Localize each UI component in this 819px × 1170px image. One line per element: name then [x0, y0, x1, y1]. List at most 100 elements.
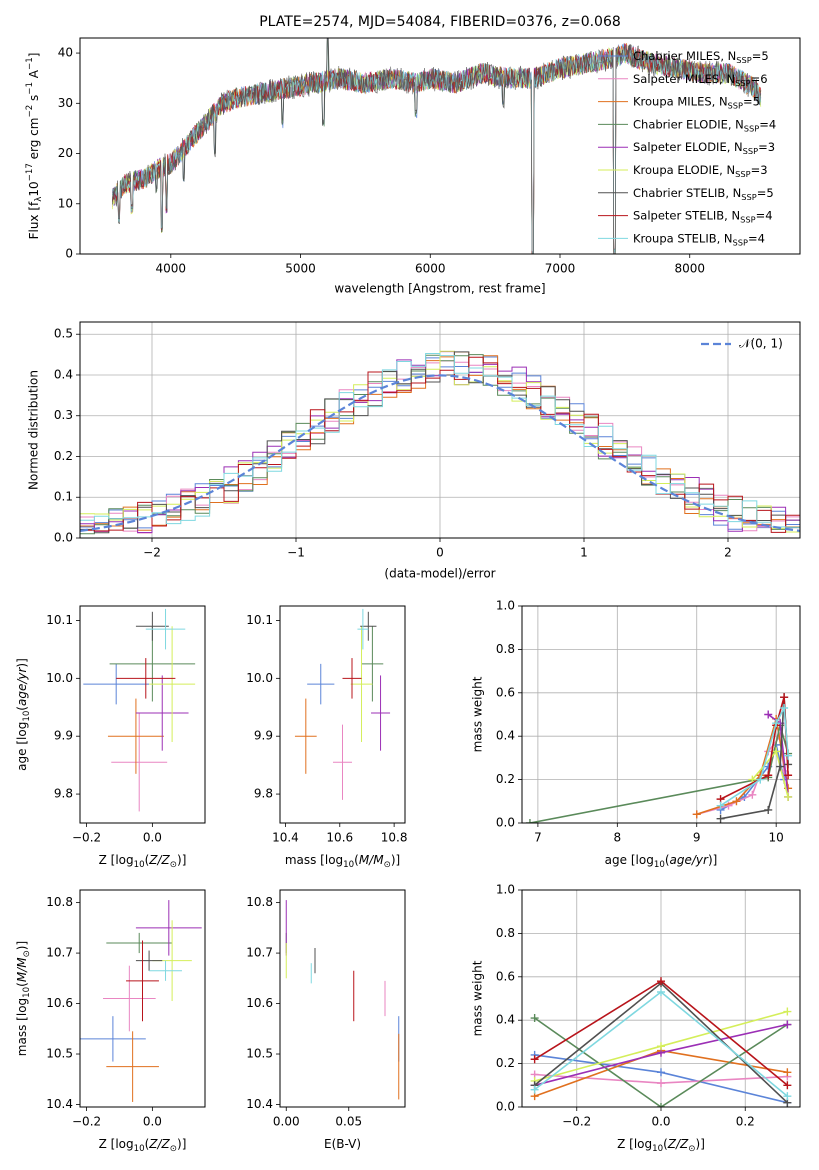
errorbar-salpeter-stelib: [342, 658, 362, 699]
weight-point: [657, 1042, 665, 1051]
residual-histogram-kroupa-stelib: [80, 353, 800, 538]
legend-label-kroupa-miles: Kroupa MILES, NSSP=5: [633, 94, 760, 110]
x-tick-label: 0.2: [736, 1115, 755, 1129]
legend-label-salpeter-miles: Salpeter MILES, NSSP=6: [633, 71, 768, 87]
errorbar-salpeter-stelib: [116, 658, 176, 699]
weight-point: [784, 792, 793, 801]
x-tick-label: 7000: [545, 262, 576, 276]
errorbar-chabrier-miles: [83, 663, 150, 705]
errorbar-kroupa-stelib: [357, 608, 369, 650]
legend-label-salpeter-stelib: Salpeter STELIB, NSSP=4: [633, 208, 773, 224]
x-axis-label: E(B-V): [324, 1137, 361, 1151]
gaussian-reference-curve: [80, 374, 800, 532]
x-tick-label: 0: [436, 546, 444, 560]
x-tick-label: 2: [724, 546, 732, 560]
weight-point: [530, 1085, 539, 1094]
y-tick-label: 10.6: [46, 996, 73, 1010]
errorbar-chabrier-stelib: [135, 611, 169, 641]
errorbar-salpeter-elodie: [371, 675, 391, 751]
y-tick-label: 0.6: [496, 969, 515, 983]
weight-point: [764, 805, 773, 814]
y-tick-label: 10.1: [46, 613, 73, 627]
weight-point: [783, 1007, 792, 1016]
residuals-plot-area: [80, 350, 800, 538]
weight-point: [784, 771, 793, 780]
y-tick-label: 20: [58, 146, 73, 160]
weight-point: [748, 790, 757, 799]
errorbar-kroupa-stelib: [149, 960, 182, 981]
weight_vs_age-panel: 7 8 9 10 0.0 0.2 0.4 0.6 0.8 1.0 age [log10(age/yr…: [471, 599, 801, 870]
y-tick-label: 0.2: [54, 449, 73, 463]
x-tick-label: 9: [693, 831, 701, 845]
x-tick-label: 7: [534, 831, 542, 845]
x-tick-label: −1: [287, 546, 305, 560]
x-tick-label: 1: [580, 546, 588, 560]
x-tick-label: 0.00: [273, 1115, 300, 1129]
legend-label-kroupa-elodie: Kroupa ELODIE, NSSP=3: [633, 163, 768, 179]
x-tick-label: −0.2: [562, 1115, 591, 1129]
x-axis-label: Z [log10(Z/Z⊙)]: [99, 853, 187, 870]
y-tick-label: 0.0: [496, 1100, 515, 1114]
weight-point: [716, 801, 725, 810]
y-tick-label: 10.0: [46, 671, 73, 685]
x-axis-label: wavelength [Angstrom, rest frame]: [334, 282, 545, 296]
weight-series-kroupa-stelib: [716, 703, 793, 810]
y-tick-label: 40: [58, 46, 73, 60]
axes-frame: [521, 605, 801, 824]
y-axis-label: Flux [fλ10−17 erg cm−2 s−1 A−1]: [25, 53, 44, 240]
errorbar-kroupa-miles: [106, 1031, 159, 1102]
errorbar-kroupa-elodie: [350, 626, 373, 742]
residual-histogram-chabrier-stelib: [80, 351, 800, 538]
mass_vs_Z-plot-area: [80, 900, 202, 1102]
age_vs_Z-plot-area: [83, 608, 196, 812]
weight-point: [780, 693, 789, 702]
mass_vs_ebv-plot-area: [285, 900, 400, 1100]
y-axis-label: mass [log10(M/M⊙)]: [15, 941, 32, 1056]
y-tick-label: 9.8: [254, 787, 273, 801]
weight-point: [530, 1014, 539, 1023]
y-tick-label: 0.0: [496, 816, 515, 830]
legend-label-chabrier-elodie: Chabrier ELODIE, NSSP=4: [633, 117, 776, 133]
y-tick-label: 10.1: [246, 613, 273, 627]
weight-point: [764, 771, 773, 780]
weight-point: [783, 1092, 792, 1101]
x-tick-label: −2: [143, 546, 161, 560]
errorbar-kroupa-miles: [107, 698, 164, 774]
y-tick-label: 0.8: [496, 926, 515, 940]
y-tick-label: 1.0: [496, 599, 515, 613]
y-tick-label: 10.7: [246, 946, 273, 960]
x-tick-label: 6000: [415, 262, 446, 276]
y-tick-label: 0: [65, 247, 73, 261]
weight-point: [692, 810, 701, 819]
y-tick-label: 0.3: [54, 408, 73, 422]
errorbar-chabrier-elodie: [106, 932, 173, 954]
y-tick-label: 10: [58, 196, 73, 210]
errorbar-salpeter-miles: [332, 724, 353, 800]
errorbar-chabrier-miles: [307, 663, 335, 705]
y-tick-label: 10.7: [46, 946, 73, 960]
weight-point: [657, 977, 665, 986]
weight-point: [783, 1081, 792, 1090]
y-tick-label: 10.8: [246, 895, 273, 909]
errorbar-chabrier-miles: [80, 1016, 146, 1062]
x-tick-label: −0.2: [72, 831, 101, 845]
y-tick-label: 30: [58, 96, 73, 110]
y-tick-label: 10.8: [46, 895, 73, 909]
weight-line: [529, 725, 789, 823]
weight-point: [764, 710, 773, 719]
weight-point: [716, 814, 725, 823]
weight-series-kroupa-elodie: [748, 747, 793, 801]
weight-point: [724, 801, 733, 810]
x-tick-label: 0.0: [143, 1115, 162, 1129]
x-tick-label: 0.05: [335, 1115, 362, 1129]
age_vs_mass-plot-area: [294, 608, 391, 800]
chart-title: PLATE=2574, MJD=54084, FIBERID=0376, z=0…: [259, 14, 621, 30]
x-axis-label: Z [log10(Z/Z⊙)]: [617, 1137, 705, 1154]
y-tick-label: 0.4: [54, 367, 73, 381]
weight-series-salpeter-stelib: [530, 977, 792, 1090]
weight-point: [748, 775, 757, 784]
mass_vs_Z-panel: −0.2 0.0 10.4 10.5 10.6 10.7 10.8 Z [log10(Z/Z⊙…: [15, 889, 206, 1154]
errorbar-kroupa-elodie: [149, 626, 196, 742]
weight_vs_Z-panel: −0.2 0.0 0.2 0.0 0.2 0.4 0.6 0.8 1.0 Z [log10(Z/Z…: [471, 883, 801, 1154]
